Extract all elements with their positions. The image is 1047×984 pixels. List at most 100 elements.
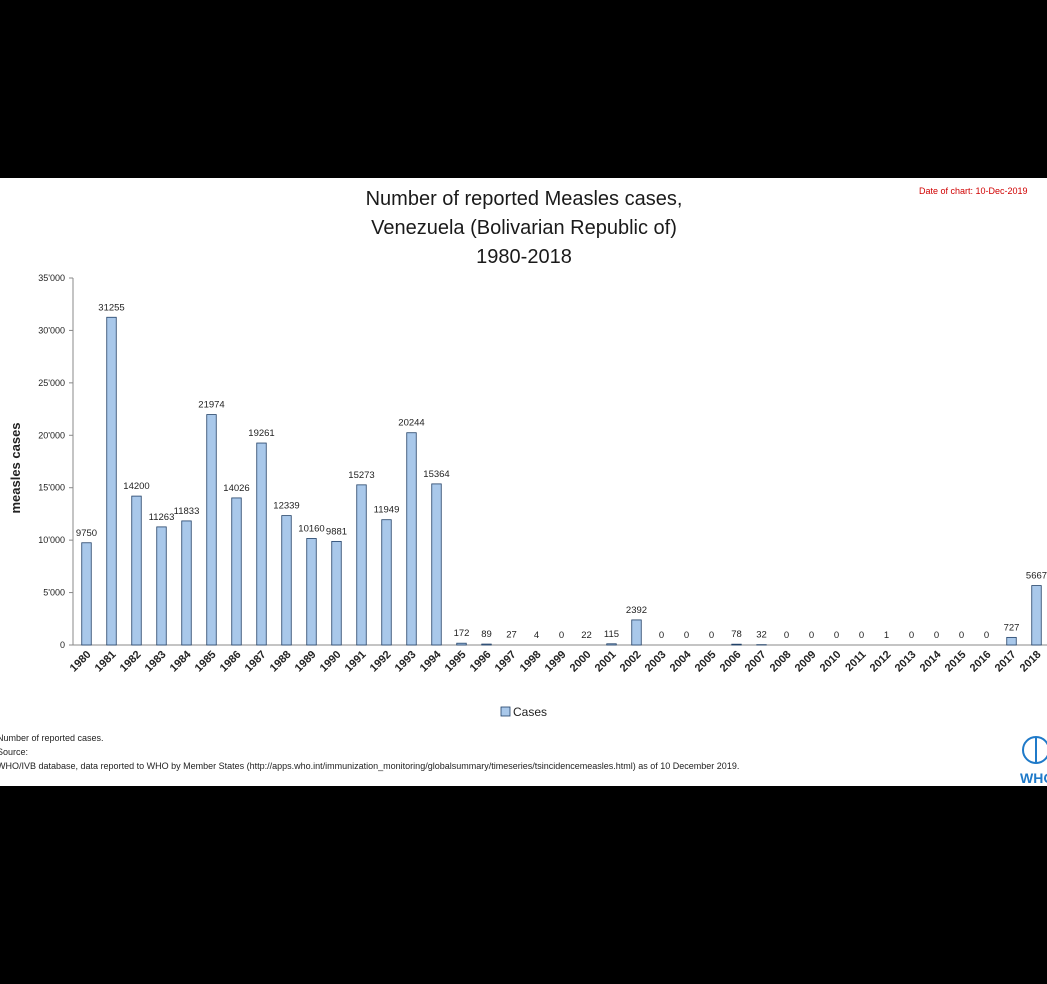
- data-label-2003: 0: [659, 630, 664, 641]
- data-label-2006: 78: [731, 629, 742, 640]
- data-label-1980: 9750: [76, 528, 97, 539]
- data-label-2002: 2392: [626, 605, 647, 616]
- data-label-1987: 19261: [248, 428, 274, 439]
- data-label-1991: 15273: [348, 470, 374, 481]
- x-tick-label-1997: 1997: [493, 649, 519, 675]
- bar-1983: [156, 526, 167, 646]
- x-tick-label-2018: 2018: [1018, 649, 1044, 675]
- x-tick-label-1998: 1998: [518, 649, 544, 675]
- x-tick-label-1981: 1981: [93, 649, 119, 675]
- data-label-2013: 0: [909, 630, 914, 641]
- x-tick-label-1999: 1999: [543, 649, 569, 675]
- x-tick-label-2016: 2016: [968, 649, 994, 675]
- bar-1990: [331, 540, 342, 646]
- data-label-1999: 0: [559, 630, 564, 641]
- data-label-1995: 172: [454, 628, 470, 639]
- data-label-1996: 89: [481, 629, 492, 640]
- legend-label: Cases: [513, 705, 547, 719]
- axes: [72, 278, 1047, 646]
- data-label-1993: 20244: [398, 418, 424, 429]
- data-label-2000: 22: [581, 630, 592, 641]
- data-label-1981: 31255: [98, 302, 124, 313]
- data-label-2009: 0: [809, 630, 814, 641]
- data-label-2008: 0: [784, 630, 789, 641]
- x-tick-label-2012: 2012: [868, 649, 894, 675]
- x-tick-label-2011: 2011: [843, 649, 868, 674]
- y-axis-ticks: 0 5'000 10'000 15'000 20'000 25'000 30'000 35'0…: [38, 273, 73, 650]
- measles-bar-chart: Number of reported Measles cases, Venezu…: [0, 186, 1047, 786]
- data-label-2007: 32: [756, 630, 767, 641]
- x-tick-label-2005: 2005: [693, 649, 719, 675]
- x-tick-label-2010: 2010: [818, 649, 844, 675]
- data-label-2015: 0: [959, 630, 964, 641]
- x-tick-label-2000: 2000: [568, 649, 594, 675]
- data-label-1982: 14200: [123, 481, 149, 492]
- x-axis-ticks: 1980 1981 1982 1983 1984 1985 1986 1987 1988 1989…: [68, 648, 1044, 674]
- x-tick-label-2007: 2007: [743, 649, 769, 675]
- bar-1986: [231, 497, 242, 646]
- x-tick-label-1991: 1991: [343, 649, 369, 675]
- bar-1994: [431, 483, 442, 646]
- bar-1991: [356, 484, 367, 646]
- legend-swatch: [500, 706, 511, 717]
- data-label-1992: 11949: [374, 505, 400, 516]
- bar-1996: [481, 643, 492, 646]
- x-tick-label-2017: 2017: [993, 649, 1019, 675]
- bar-1982: [131, 495, 142, 646]
- date-of-chart-note: Date of chart: 10-Dec-2019: [919, 186, 1028, 196]
- data-label-2004: 0: [684, 630, 689, 641]
- y-tick-label: 10'000: [38, 535, 65, 545]
- bar-1995: [456, 642, 467, 646]
- data-label-1989: 10160: [298, 523, 324, 534]
- bar-1993: [406, 432, 417, 646]
- data-label-2012: 1: [884, 630, 889, 641]
- chart-title-line-3: 1980-2018: [476, 246, 572, 268]
- data-label-2018: 5667: [1026, 571, 1047, 582]
- x-tick-label-2009: 2009: [793, 649, 819, 675]
- footnote-source-label: Source:: [0, 747, 28, 757]
- bar-1989: [306, 538, 317, 646]
- x-tick-label-2015: 2015: [943, 649, 969, 675]
- y-tick-label: 30'000: [38, 325, 65, 335]
- bar-2006: [731, 643, 742, 646]
- x-tick-label-1989: 1989: [293, 649, 319, 675]
- y-tick-label: 20'000: [38, 430, 65, 440]
- x-tick-label-2013: 2013: [893, 649, 919, 675]
- x-tick-label-1982: 1982: [118, 649, 144, 675]
- data-label-1988: 12339: [273, 501, 299, 512]
- data-label-2001: 115: [604, 629, 619, 640]
- bar-1992: [381, 519, 392, 646]
- x-tick-label-1984: 1984: [168, 648, 194, 674]
- data-label-2010: 0: [834, 630, 839, 641]
- data-label-1990: 9881: [326, 526, 347, 537]
- x-tick-label-2003: 2003: [643, 649, 669, 675]
- data-label-1994: 15364: [423, 469, 449, 480]
- y-tick-label: 35'000: [38, 273, 65, 283]
- data-label-2014: 0: [934, 630, 939, 641]
- x-tick-label-1988: 1988: [268, 649, 294, 675]
- x-tick-label-1986: 1986: [218, 649, 244, 675]
- x-tick-label-1996: 1996: [468, 649, 494, 675]
- x-tick-label-1980: 1980: [68, 649, 94, 675]
- x-tick-label-2014: 2014: [918, 648, 944, 674]
- x-tick-label-2001: 2001: [593, 649, 619, 675]
- x-tick-label-1995: 1995: [443, 649, 469, 675]
- bar-1985: [206, 414, 217, 646]
- data-label-2016: 0: [984, 630, 989, 641]
- data-label-2005: 0: [709, 630, 714, 641]
- data-label-1997: 27: [506, 630, 517, 641]
- x-tick-label-2008: 2008: [768, 649, 794, 675]
- who-logo-text: WHO: [1020, 770, 1047, 786]
- bar-1984: [181, 520, 192, 646]
- data-label-2011: 0: [859, 630, 864, 641]
- x-tick-label-1992: 1992: [368, 649, 394, 675]
- data-label-1985: 21974: [198, 400, 224, 411]
- chart-panel: Number of reported Measles cases, Venezu…: [0, 178, 1047, 786]
- chart-title-line-1: Number of reported Measles cases,: [366, 188, 683, 210]
- x-tick-label-1993: 1993: [393, 649, 419, 675]
- x-tick-label-2002: 2002: [618, 649, 644, 675]
- who-logo: WHO: [1020, 736, 1047, 786]
- x-tick-label-1990: 1990: [318, 649, 344, 675]
- chart-title: Number of reported Measles cases, Venezu…: [366, 188, 683, 268]
